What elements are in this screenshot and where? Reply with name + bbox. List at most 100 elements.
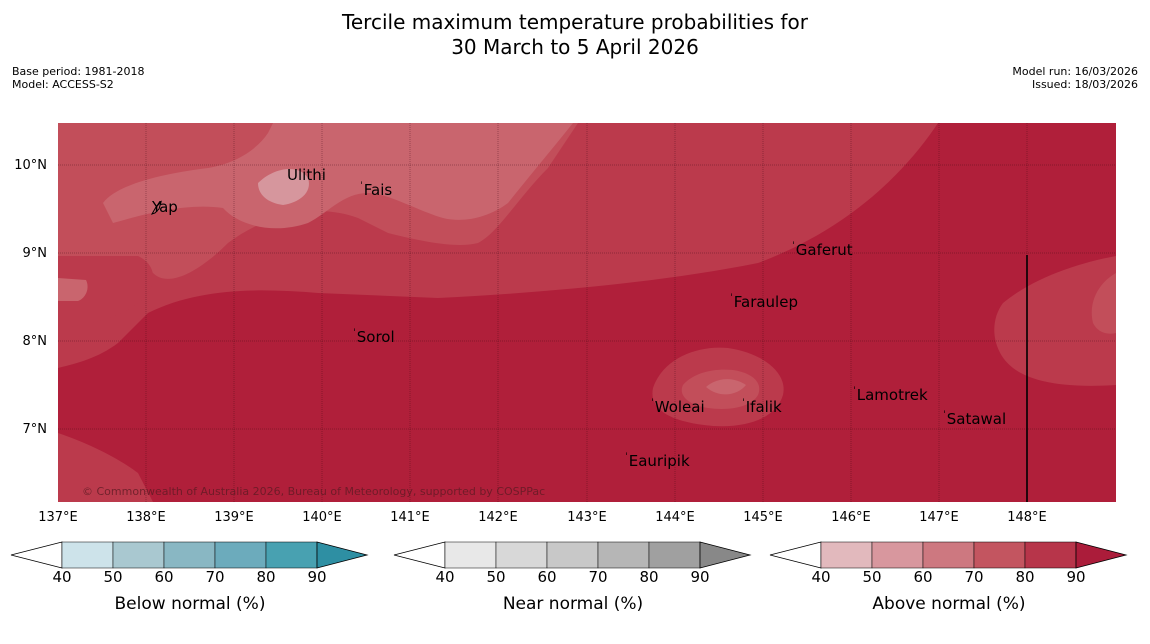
place-ulithi-label: Ulithi <box>287 166 326 184</box>
cbar-segment <box>444 541 497 569</box>
title-line-2: 30 March to 5 April 2026 <box>451 35 699 59</box>
place-eauripik-marker: ˈ <box>625 452 628 463</box>
place-eauripik-label: Eauripik <box>628 452 690 470</box>
place-ifalik: ˈIfalik <box>742 398 782 416</box>
place-sorol-marker: ˈ <box>353 328 356 339</box>
cbar-near-tick: 90 <box>690 568 710 586</box>
region-60-woleai <box>706 379 746 395</box>
cbar-segment <box>61 541 114 569</box>
copyright-notice: © Commonwealth of Australia 2026, Bureau… <box>82 485 546 498</box>
cbar-segment <box>648 541 701 569</box>
place-fais-marker: ˈ <box>360 181 363 192</box>
graticule <box>58 123 1116 502</box>
lon-label-146e: 146°E <box>831 510 871 525</box>
colorbar-below <box>10 541 369 569</box>
model-name: Model: ACCESS-S2 <box>12 78 114 91</box>
region-70-east <box>1091 273 1116 334</box>
lat-label-10n: 10°N <box>14 158 47 173</box>
place-gaferut-label: Gaferut <box>795 241 853 259</box>
title-line-1: Tercile maximum temperature probabilitie… <box>342 10 808 34</box>
place-fais-label: Fais <box>363 181 393 199</box>
cbar-above-tick: 60 <box>913 568 933 586</box>
lon-label-139e: 139°E <box>214 510 254 525</box>
place-satawal-label: Satawal <box>946 410 1007 428</box>
colorbar-above-title: Above normal (%) <box>872 594 1026 614</box>
map-title: Tercile maximum temperature probabilitie… <box>0 10 1150 60</box>
place-fais: ˈFais <box>360 181 392 199</box>
lon-label-137e: 137°E <box>38 510 78 525</box>
cbar-below-tick: 40 <box>52 568 72 586</box>
cbar-under-extension <box>769 541 822 569</box>
cbar-near-tick: 60 <box>537 568 557 586</box>
cbar-segment <box>597 541 650 569</box>
cbar-segment <box>495 541 548 569</box>
cbar-segment <box>546 541 599 569</box>
lat-label-8n: 8°N <box>22 334 48 349</box>
place-lamotrek-label: Lamotrek <box>856 386 928 404</box>
base-period: Base period: 1981-2018 <box>12 65 145 78</box>
place-ifalik-label: Ifalik <box>745 398 782 416</box>
cbar-over-extension <box>316 541 369 569</box>
colorbar-below-title: Below normal (%) <box>114 594 266 614</box>
colorbar-near-title: Near normal (%) <box>502 594 644 614</box>
place-faraulep-label: Faraulep <box>733 293 798 311</box>
region-80-west <box>58 256 154 328</box>
lon-label-141e: 141°E <box>390 510 430 525</box>
cbar-below-tick: 70 <box>205 568 225 586</box>
cbar-above-tick: 90 <box>1066 568 1086 586</box>
cbar-near-tick: 50 <box>486 568 506 586</box>
place-satawal-marker: ˈ <box>943 410 946 421</box>
colorbar-above <box>769 541 1128 569</box>
cbar-above-tick: 40 <box>811 568 831 586</box>
place-gaferut-marker: ˈ <box>792 241 795 252</box>
region-80-east <box>994 256 1116 386</box>
place-ifalik-marker: ˈ <box>742 398 745 409</box>
lon-label-140e: 140°E <box>302 510 342 525</box>
yap-island-shape <box>150 200 163 215</box>
cbar-segment <box>973 541 1026 569</box>
place-lamotrek-marker: ˈ <box>853 386 856 397</box>
cbar-over-extension <box>1075 541 1128 569</box>
place-gaferut: ˈGaferut <box>792 241 853 259</box>
lon-label-147e: 147°E <box>919 510 959 525</box>
lon-label-148e: 148°E <box>1007 510 1047 525</box>
lon-label-138e: 138°E <box>126 510 166 525</box>
lon-label-142e: 142°E <box>478 510 518 525</box>
cbar-segment <box>265 541 318 569</box>
cbar-segment <box>163 541 216 569</box>
cbar-below-tick: 60 <box>154 568 174 586</box>
lon-label-144e: 144°E <box>655 510 695 525</box>
lat-label-7n: 7°N <box>22 422 48 437</box>
place-faraulep-marker: ˈ <box>730 293 733 304</box>
meta-right: Model run: 16/03/2026 Issued: 18/03/2026 <box>1012 65 1138 91</box>
cbar-below-tick: 90 <box>307 568 327 586</box>
place-yap-label: Yap <box>152 198 178 216</box>
place-yap: Yap <box>152 198 178 216</box>
cbar-under-extension <box>393 541 446 569</box>
cbar-near-tick: 40 <box>435 568 455 586</box>
place-woleai-marker: ˈ <box>651 398 654 409</box>
cbar-segment <box>820 541 873 569</box>
cbar-over-extension <box>699 541 752 569</box>
lon-label-145e: 145°E <box>743 510 783 525</box>
issued-date: Issued: 18/03/2026 <box>1031 78 1138 91</box>
lat-label-9n: 9°N <box>22 246 48 261</box>
place-sorol: ˈSorol <box>353 328 395 346</box>
lon-label-143e: 143°E <box>567 510 607 525</box>
cbar-segment <box>922 541 975 569</box>
cbar-below-tick: 50 <box>103 568 123 586</box>
region-60-west <box>58 278 88 301</box>
place-faraulep: ˈFaraulep <box>730 293 798 311</box>
cbar-segment <box>871 541 924 569</box>
cbar-above-tick: 70 <box>964 568 984 586</box>
region-60-north <box>103 123 573 229</box>
region-50-ulithi <box>258 168 309 205</box>
cbar-segment <box>112 541 165 569</box>
cbar-below-tick: 80 <box>256 568 276 586</box>
place-eauripik: ˈEauripik <box>625 452 690 470</box>
region-80-south-west <box>58 433 153 502</box>
cbar-near-tick: 80 <box>639 568 659 586</box>
probability-map <box>58 123 1116 502</box>
place-lamotrek: ˈLamotrek <box>853 386 928 404</box>
map-svg <box>58 123 1116 502</box>
